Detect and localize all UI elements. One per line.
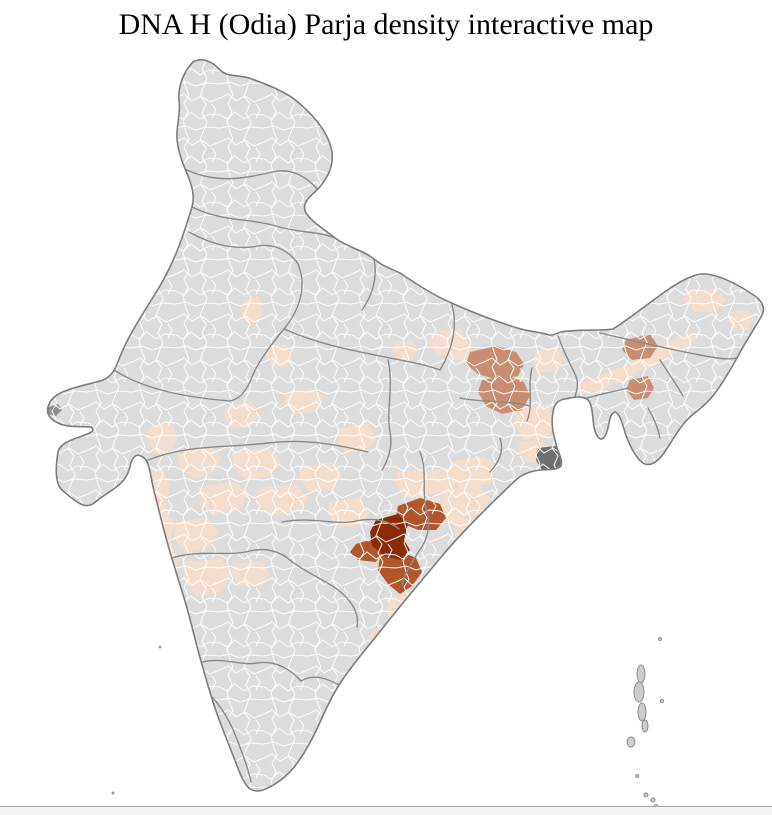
andaman-nicobar-islands — [626, 637, 664, 812]
lakshadweep-islands — [111, 645, 162, 795]
district-mosaic-overlay — [47, 59, 764, 791]
state-borders — [113, 167, 738, 783]
horizontal-scrollbar[interactable] — [0, 806, 772, 815]
map-title: DNA H (Odia) Parja density interactive m… — [118, 8, 654, 41]
